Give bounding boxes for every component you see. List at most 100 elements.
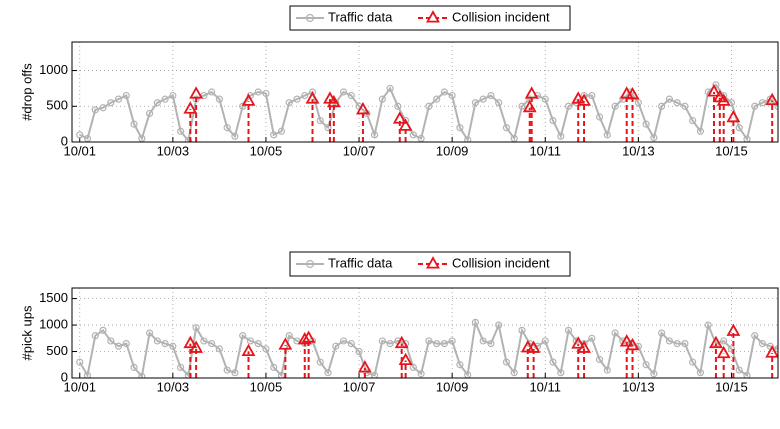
traffic-point — [316, 116, 324, 125]
traffic-point — [231, 369, 239, 377]
traffic-point — [169, 342, 177, 350]
traffic-point — [262, 89, 270, 98]
collision-marker — [394, 335, 409, 349]
traffic-point — [518, 102, 526, 110]
traffic-point — [200, 337, 208, 345]
traffic-point — [658, 102, 666, 110]
collision-marker — [392, 111, 407, 124]
traffic-point — [650, 134, 658, 142]
traffic-point — [386, 339, 394, 348]
collision-marker — [716, 345, 731, 359]
traffic-point — [231, 132, 239, 140]
traffic-point — [549, 116, 557, 125]
y-axis-label: #drop offs — [19, 63, 34, 121]
traffic-point — [727, 345, 736, 353]
traffic-point — [720, 337, 728, 345]
x-tick-label: 10/07 — [343, 379, 376, 394]
traffic-point — [192, 324, 200, 332]
collision-marker — [765, 92, 778, 106]
traffic-point — [130, 363, 138, 372]
traffic-point — [332, 342, 340, 350]
traffic-point — [99, 326, 107, 334]
traffic-point — [689, 116, 697, 125]
collision-marker — [708, 335, 723, 349]
traffic-point — [114, 95, 123, 103]
traffic-point — [138, 134, 146, 142]
traffic-point — [766, 95, 774, 103]
traffic-point — [595, 113, 604, 121]
traffic-point — [370, 371, 379, 378]
traffic-point — [277, 127, 286, 135]
traffic-point — [223, 366, 231, 374]
traffic-point — [456, 361, 464, 369]
legend-marker — [305, 259, 315, 269]
legend-label: Collision incident — [452, 255, 550, 270]
traffic-point — [285, 99, 293, 107]
traffic-point — [665, 337, 673, 345]
traffic-point — [580, 91, 588, 100]
y-tick-label: 0 — [61, 369, 68, 384]
collision-marker — [326, 94, 341, 108]
collision-marker — [183, 335, 198, 349]
collision-marker — [571, 336, 586, 349]
plot-area — [72, 288, 778, 378]
traffic-point — [270, 131, 278, 139]
traffic-point — [634, 99, 642, 107]
collision-marker — [625, 337, 640, 351]
traffic-point — [394, 102, 402, 110]
traffic-point — [502, 124, 511, 132]
traffic-point — [161, 339, 169, 348]
traffic-point — [665, 95, 673, 103]
collision-marker — [577, 93, 591, 106]
plot-area — [72, 42, 778, 142]
traffic-point — [479, 337, 487, 345]
traffic-point — [254, 88, 262, 96]
traffic-point — [696, 369, 705, 377]
traffic-point — [425, 102, 433, 110]
traffic-point — [83, 371, 92, 378]
traffic-point — [440, 339, 448, 348]
collision-marker — [398, 118, 413, 131]
traffic-point — [495, 99, 503, 107]
traffic-point — [91, 332, 99, 340]
traffic-point — [208, 88, 216, 96]
collision-marker — [571, 91, 586, 104]
collision-marker — [241, 343, 256, 357]
traffic-point — [689, 358, 697, 366]
traffic-point — [239, 332, 247, 340]
traffic-point — [774, 345, 778, 353]
traffic-point — [215, 345, 224, 353]
traffic-point — [107, 337, 115, 345]
traffic-point — [751, 332, 759, 340]
traffic-point — [138, 372, 146, 378]
collision-marker — [726, 109, 741, 123]
traffic-point — [270, 363, 278, 372]
traffic-point — [433, 95, 441, 103]
traffic-point — [409, 363, 417, 372]
x-tick-label: 10/03 — [157, 379, 190, 394]
traffic-point — [681, 339, 689, 348]
traffic-point — [169, 91, 177, 100]
traffic-point — [153, 99, 161, 107]
traffic-point — [650, 370, 658, 378]
traffic-point — [735, 124, 743, 132]
traffic-point — [114, 342, 123, 350]
traffic-point — [355, 347, 363, 356]
collision-marker — [707, 84, 721, 97]
traffic-point — [76, 358, 84, 366]
traffic-point — [642, 361, 650, 369]
legend-label: Collision incident — [452, 9, 550, 24]
traffic-point — [495, 321, 503, 329]
traffic-point — [417, 370, 425, 378]
traffic-point — [681, 102, 689, 110]
traffic-point — [378, 95, 386, 103]
y-tick-label: 500 — [46, 98, 68, 113]
traffic-point — [487, 91, 495, 100]
traffic-point — [425, 337, 433, 345]
traffic-point — [448, 91, 456, 100]
traffic-point — [433, 339, 441, 348]
collision-marker — [301, 330, 316, 343]
traffic-line — [78, 318, 778, 378]
traffic-point — [177, 127, 185, 135]
